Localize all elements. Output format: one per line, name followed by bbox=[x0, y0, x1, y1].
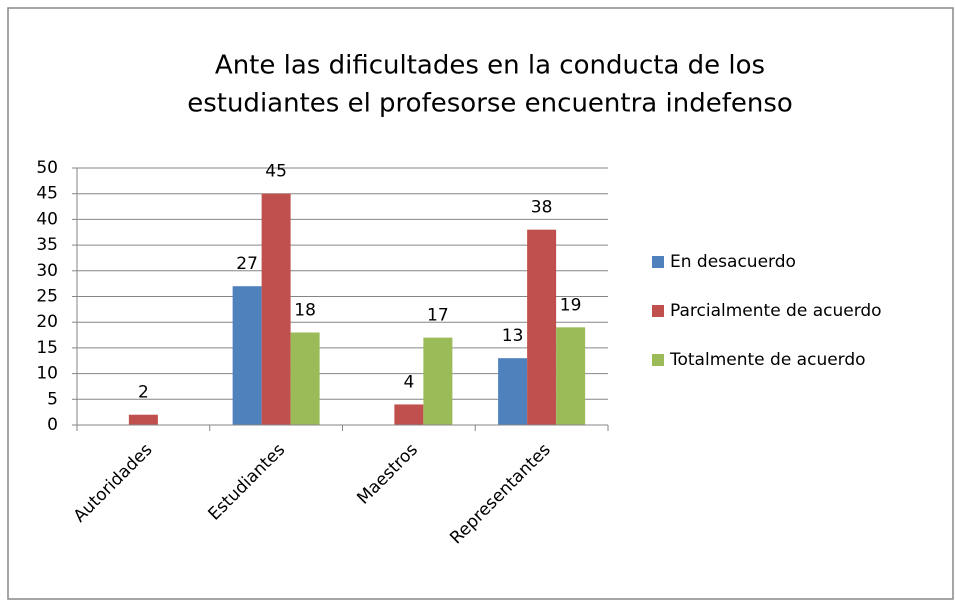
y-tick-label: 25 bbox=[36, 287, 58, 307]
data-label: 19 bbox=[560, 295, 582, 315]
data-label: 2 bbox=[138, 383, 149, 403]
legend-swatch bbox=[652, 256, 664, 268]
chart-title: estudiantes el profesorse encuentra inde… bbox=[187, 89, 793, 119]
legend-swatch bbox=[652, 305, 664, 317]
bar bbox=[261, 193, 291, 425]
legend-label: Totalmente de acuerdo bbox=[669, 350, 866, 370]
y-tick-label: 15 bbox=[36, 338, 58, 358]
bar bbox=[128, 414, 158, 425]
y-tick-label: 10 bbox=[36, 364, 58, 384]
y-tick-label: 45 bbox=[36, 184, 58, 204]
data-label: 13 bbox=[502, 326, 524, 346]
y-tick-label: 50 bbox=[36, 158, 58, 178]
y-tick-label: 30 bbox=[36, 261, 58, 281]
bar bbox=[423, 337, 453, 425]
y-tick-label: 5 bbox=[47, 389, 58, 409]
y-tick-label: 40 bbox=[36, 209, 58, 229]
legend-label: En desacuerdo bbox=[670, 252, 796, 272]
bar bbox=[527, 229, 557, 425]
data-label: 38 bbox=[531, 198, 553, 218]
y-tick-label: 35 bbox=[36, 235, 58, 255]
bar bbox=[556, 327, 586, 425]
bar bbox=[290, 332, 320, 425]
legend-label: Parcialmente de acuerdo bbox=[670, 301, 882, 321]
bar bbox=[498, 358, 528, 425]
legend-swatch bbox=[652, 354, 664, 366]
data-label: 27 bbox=[236, 254, 258, 274]
y-tick-label: 0 bbox=[47, 415, 58, 435]
data-label: 18 bbox=[294, 300, 316, 320]
bar bbox=[232, 286, 262, 425]
data-label: 17 bbox=[427, 306, 449, 326]
data-label: 45 bbox=[265, 162, 287, 182]
bar bbox=[394, 404, 424, 425]
chart-title: Ante las dificultades en la conducta de … bbox=[215, 51, 765, 81]
y-tick-label: 20 bbox=[36, 312, 58, 332]
data-label: 4 bbox=[403, 372, 414, 392]
chart-frame bbox=[7, 7, 954, 600]
